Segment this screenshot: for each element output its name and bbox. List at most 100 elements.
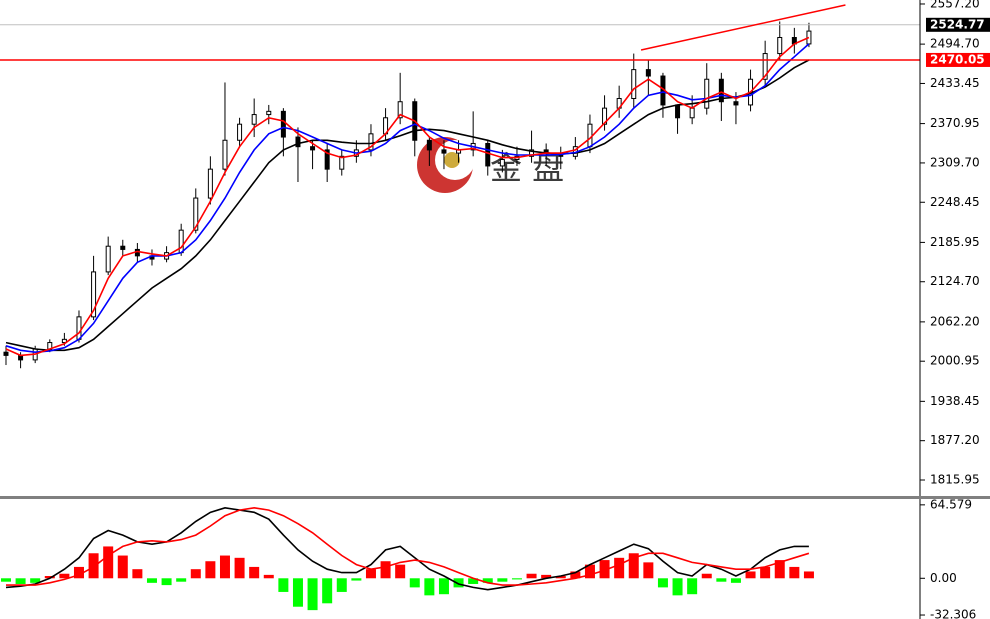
histogram-bar [103, 546, 114, 579]
histogram-bar [73, 566, 84, 579]
price-label: 2470.05 [930, 52, 985, 66]
histogram-bar [15, 578, 26, 584]
price-label: 2524.77 [930, 17, 985, 31]
histogram-bar [59, 573, 70, 579]
histogram-bar [336, 578, 347, 592]
y-tick-label: 2557.20 [930, 0, 980, 10]
macd-line [6, 506, 810, 586]
candle-body [529, 149, 535, 157]
candle-body [251, 114, 257, 125]
histogram-bar [0, 578, 11, 582]
candle-body [105, 245, 111, 273]
candle-body [310, 146, 316, 151]
y-tick-label: 2185.95 [930, 235, 980, 249]
histogram-bar [234, 557, 245, 579]
histogram-bar [643, 562, 654, 579]
histogram-bar [482, 578, 493, 583]
histogram-bar [745, 571, 756, 579]
candle-body [777, 37, 783, 55]
histogram-bar [716, 578, 727, 582]
histogram-bar [88, 553, 99, 579]
candle-body [3, 351, 9, 356]
candle-body [675, 104, 681, 119]
histogram-bar [249, 566, 260, 579]
histogram-bar [176, 578, 187, 582]
histogram-bar [497, 578, 508, 582]
y-tick-label: 2370.95 [930, 116, 980, 130]
candle-body [631, 69, 637, 100]
candle-body [280, 110, 286, 138]
candle-body [324, 149, 330, 170]
moving-average-line [5, 36, 810, 357]
candle-body [76, 316, 82, 340]
histogram-bar [774, 560, 785, 579]
y-tick-label: 2309.70 [930, 155, 980, 169]
candle-body [704, 78, 710, 109]
candle-body [207, 168, 213, 199]
histogram-bar [555, 576, 566, 579]
histogram-bar [380, 561, 391, 579]
histogram-bar [526, 573, 537, 579]
y-tick-label: 64.579 [930, 497, 972, 511]
candle-body [426, 139, 432, 151]
candle-body [602, 107, 608, 125]
histogram-bar [599, 560, 610, 579]
histogram-bar [628, 553, 639, 579]
candle-body [499, 159, 505, 167]
histogram-bar [657, 578, 668, 588]
histogram-bar [701, 573, 712, 579]
histogram-bar [760, 566, 771, 579]
histogram-bar [803, 571, 814, 579]
y-tick-label: 2494.70 [930, 37, 980, 51]
y-tick-label: 2433.45 [930, 76, 980, 90]
candle-body [485, 142, 491, 167]
candle-body [61, 338, 67, 344]
histogram-bar [146, 578, 157, 583]
y-tick-label: 1815.95 [930, 473, 980, 487]
candle-body [193, 197, 199, 231]
y-tick-label: 2124.70 [930, 274, 980, 288]
histogram-bar [263, 574, 274, 579]
y-tick-label: 2000.95 [930, 354, 980, 368]
price-label-box [926, 17, 990, 32]
histogram-bar [117, 555, 128, 579]
histogram-bar [322, 578, 333, 604]
candle-body [397, 101, 403, 119]
histogram-bar [789, 566, 800, 579]
histogram-bar [219, 555, 230, 579]
candle-body [587, 123, 593, 148]
histogram-bar [278, 578, 289, 592]
histogram-bar [30, 578, 41, 583]
histogram-bar [614, 557, 625, 579]
histogram-bar [307, 578, 318, 611]
moving-average-line [5, 59, 810, 352]
histogram-bar [44, 576, 55, 579]
candle-body [689, 107, 695, 119]
histogram-bar [365, 569, 376, 579]
histogram-bar [205, 561, 216, 579]
histogram-bar [511, 578, 522, 580]
y-tick-label: 2248.45 [930, 195, 980, 209]
candle-body [266, 110, 272, 116]
histogram-bar [687, 578, 698, 595]
histogram-bar [730, 578, 741, 583]
y-tick-label: 2062.20 [930, 314, 980, 328]
logo-dot [444, 152, 460, 168]
candle-body [222, 139, 228, 170]
histogram-bar [541, 574, 552, 579]
candle-body [295, 136, 301, 148]
candle-body [91, 271, 97, 318]
candle-body [718, 78, 724, 103]
histogram-bar [424, 578, 435, 596]
y-tick-label: 1877.20 [930, 433, 980, 447]
y-tick-label: 0.00 [930, 571, 957, 585]
histogram-bar [584, 564, 595, 579]
moving-average-line [5, 43, 810, 354]
trendline [640, 4, 846, 51]
histogram-bar [132, 569, 143, 579]
histogram-bar [292, 578, 303, 607]
histogram-bar [409, 578, 420, 588]
